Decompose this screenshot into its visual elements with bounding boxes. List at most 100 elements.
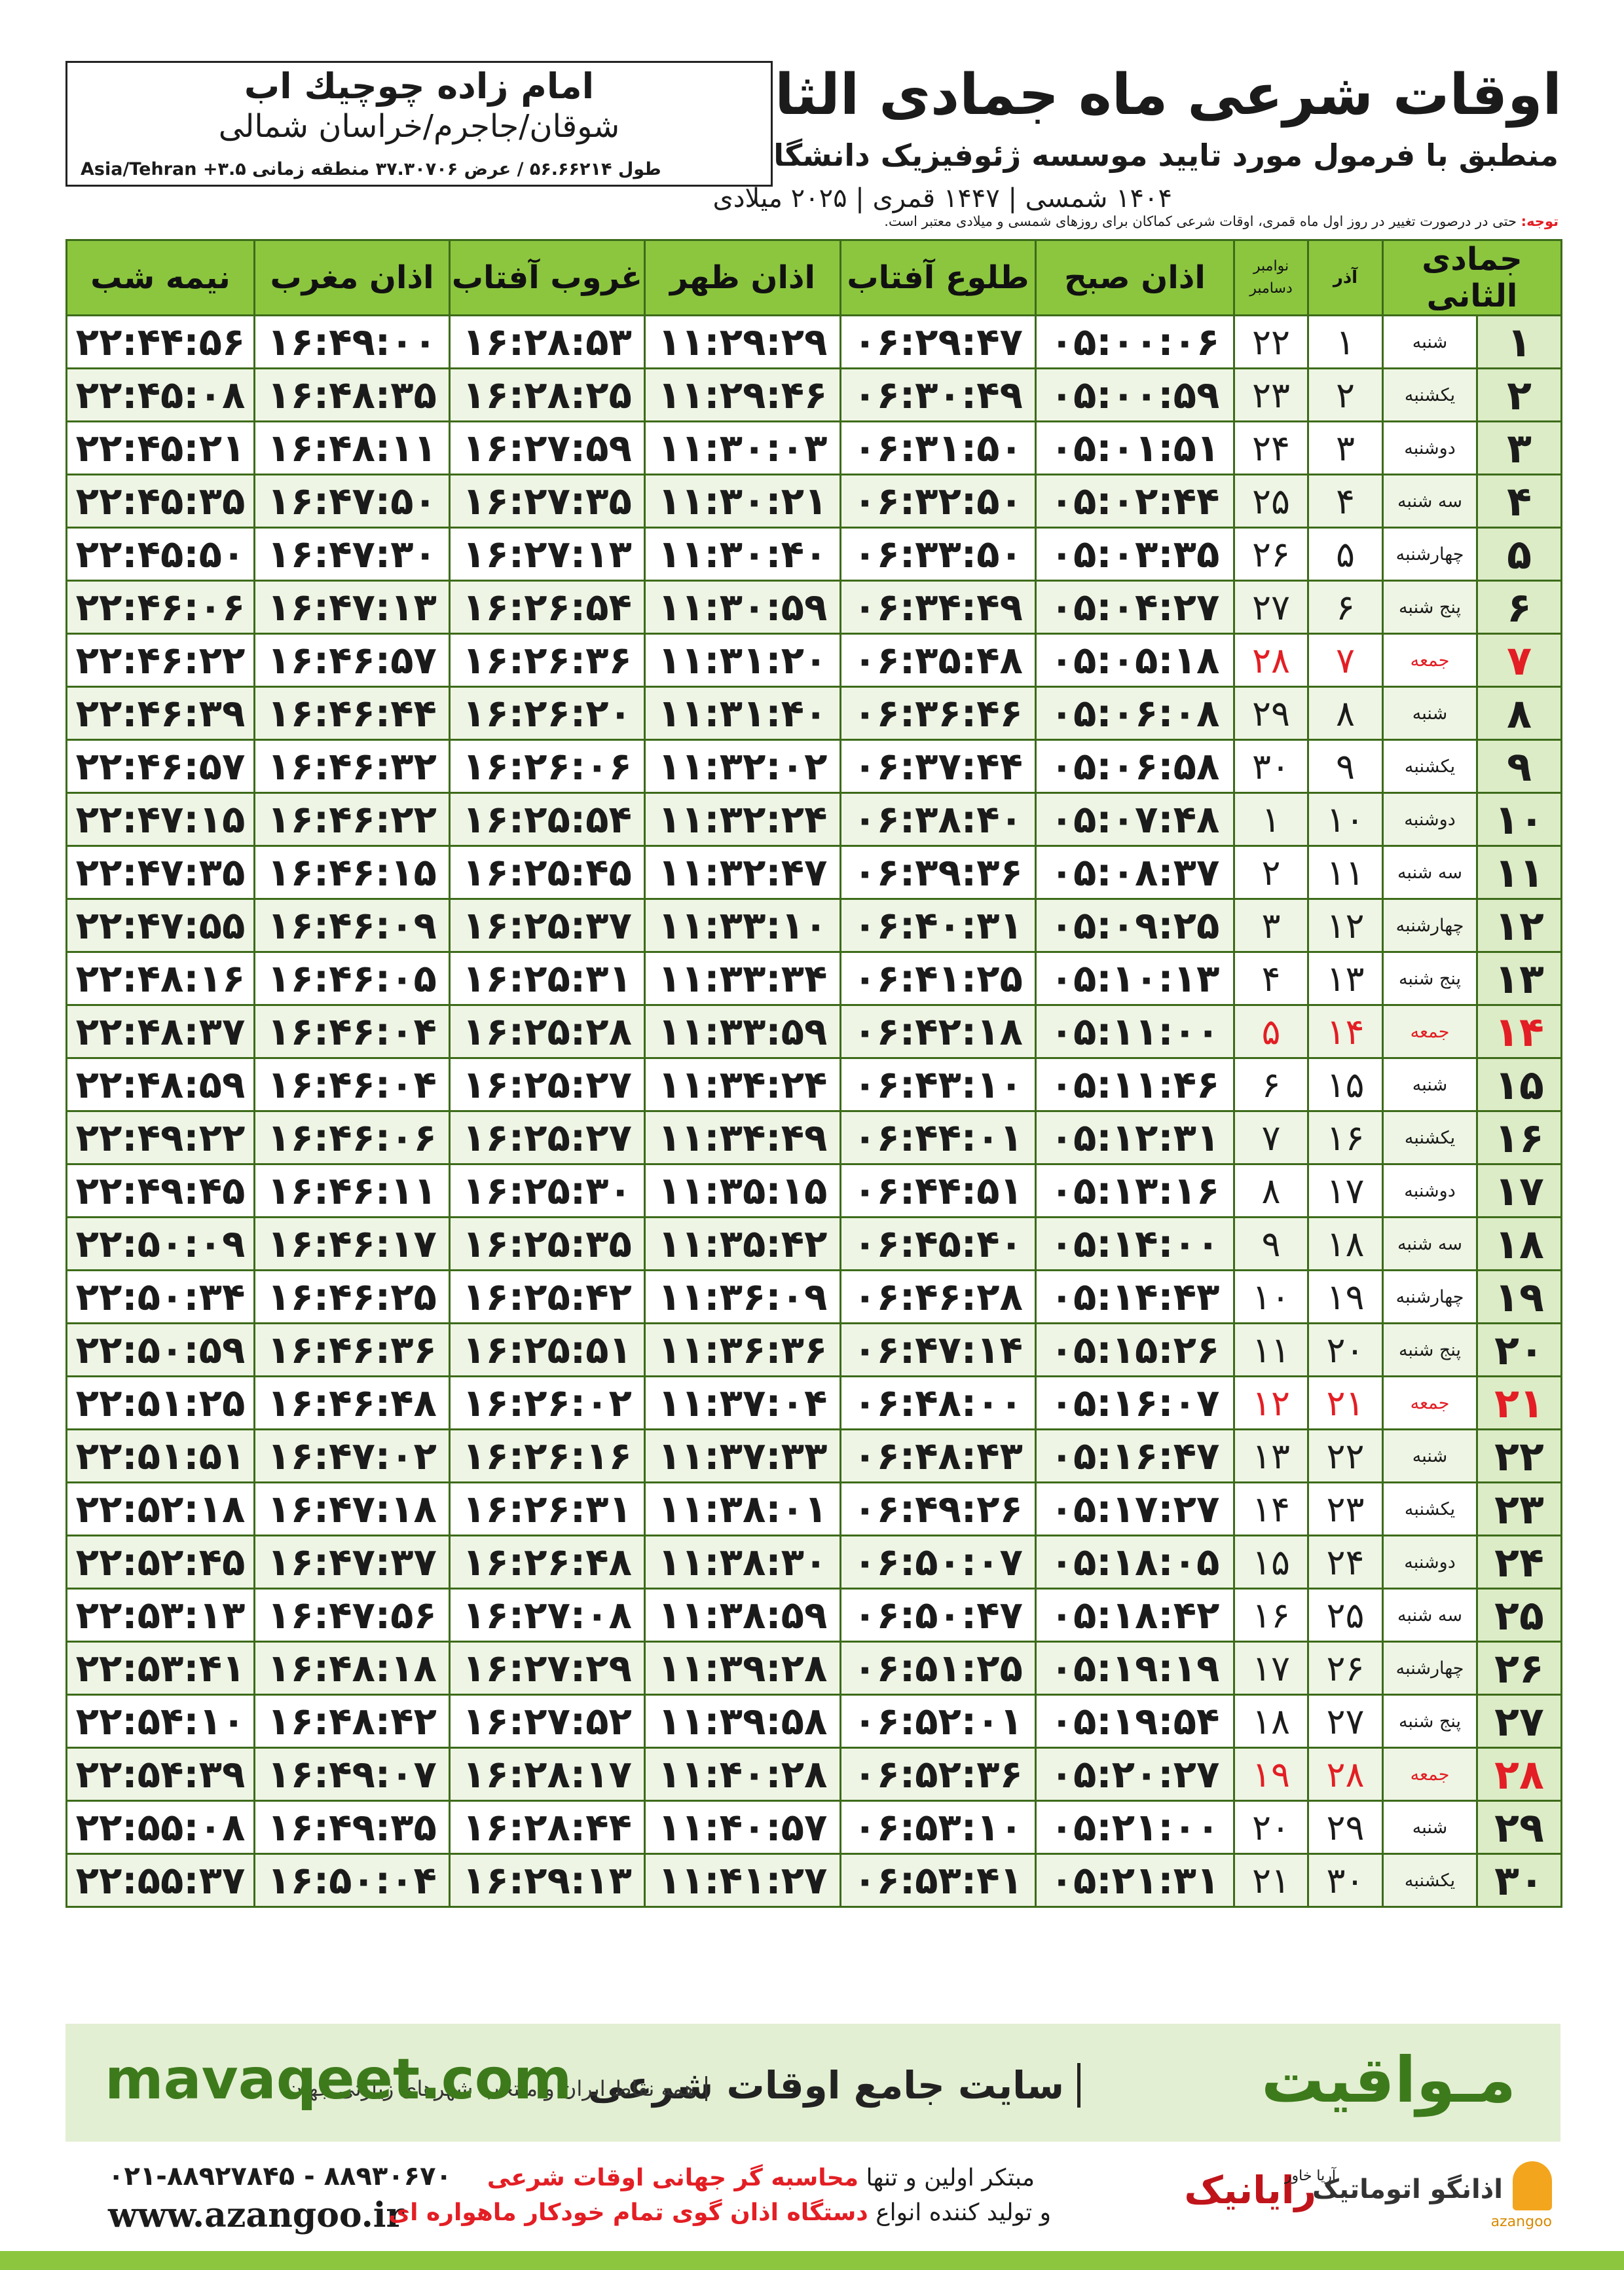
table-cell: ۲۷ bbox=[1307, 1694, 1384, 1749]
logo-icon bbox=[1513, 2161, 1552, 2210]
table-cell: ۱۶:۴۶:۳۶ bbox=[253, 1322, 451, 1377]
table-cell: ۰۶:۴۴:۵۱ bbox=[840, 1163, 1037, 1218]
table-cell: جمعه bbox=[1382, 1375, 1478, 1430]
table-cell: پنج شنبه bbox=[1382, 580, 1478, 635]
table-row: ۲۱ جمعه ۲۱ ۱۲ ۰۵:۱۶:۰۷ ۰۶:۴۸:۰۰ ۱۱:۳۷:۰۴ ۱۶:۲۶:… bbox=[65, 1375, 1562, 1430]
table-cell: ۰۶:۴۲:۱۸ bbox=[840, 1004, 1037, 1059]
table-cell: ۱۶:۲۵:۳۱ bbox=[449, 951, 646, 1006]
web-url[interactable]: www.azangoo.ir bbox=[108, 2195, 404, 2235]
column-header: طلوع آفتاب bbox=[840, 239, 1037, 316]
table-cell: ۲۰ bbox=[1233, 1800, 1309, 1855]
table-cell: ۲۲ bbox=[1476, 1428, 1562, 1483]
table-cell: ۹ bbox=[1233, 1216, 1309, 1271]
table-cell: ۳ bbox=[1233, 898, 1309, 953]
table-cell: ۲۱ bbox=[1233, 1853, 1309, 1908]
table-cell: ۱۶:۲۶:۰۶ bbox=[449, 739, 646, 794]
table-cell: ۰۵:۰۱:۵۱ bbox=[1035, 420, 1235, 475]
table-cell: یکشنبه bbox=[1382, 1110, 1478, 1165]
table-cell: ۱۶:۴۶:۰۹ bbox=[253, 898, 451, 953]
table-cell: ۱۱:۳۲:۰۲ bbox=[644, 739, 841, 794]
table-cell: ۱۱:۳۰:۲۱ bbox=[644, 474, 841, 529]
table-row: ۴ سه شنبه ۴ ۲۵ ۰۵:۰۲:۴۴ ۰۶:۳۲:۵۰ ۱۱:۳۰:۲۱ ۱۶:۲۷… bbox=[65, 474, 1562, 529]
subtitle: منطبق با فرمول مورد تایید موسسه ژئوفیزیک… bbox=[659, 138, 1559, 173]
table-cell: دوشنبه bbox=[1382, 1535, 1478, 1590]
column-header: اذان صبح bbox=[1035, 239, 1235, 316]
site-tagline: سایت جامع اوقات شرعی bbox=[588, 2063, 1080, 2108]
table-cell: ۱۸ bbox=[1476, 1216, 1562, 1271]
table-cell: ۰۵:۱۶:۴۷ bbox=[1035, 1428, 1235, 1483]
table-row: ۲۸ جمعه ۲۸ ۱۹ ۰۵:۲۰:۲۷ ۰۶:۵۲:۳۶ ۱۱:۴۰:۲۸ ۱۶:۲۸:… bbox=[65, 1747, 1562, 1802]
table-cell: ۱۶:۲۸:۵۳ bbox=[449, 314, 646, 369]
table-cell: ۰۶:۵۰:۴۷ bbox=[840, 1588, 1037, 1643]
table-cell: ۱۸ bbox=[1307, 1216, 1384, 1271]
table-cell: ۰۵:۱۴:۰۰ bbox=[1035, 1216, 1235, 1271]
timetable: جمادی الثانی آذر نوامبر دسامبر اذان صبح طلوع … bbox=[65, 239, 1562, 1908]
table-cell: ۱۶:۴۷:۵۰ bbox=[253, 474, 451, 529]
table-cell: ۱۸ bbox=[1233, 1694, 1309, 1749]
table-cell: دوشنبه bbox=[1382, 420, 1478, 475]
site-url[interactable]: mavaqeet.com bbox=[105, 2047, 572, 2112]
table-row: ۲۷ پنج شنبه ۲۷ ۱۸ ۰۵:۱۹:۵۴ ۰۶:۵۲:۰۱ ۱۱:۳۹:۵۸ ۱۶… bbox=[65, 1694, 1562, 1749]
table-cell: ۲۲:۴۵:۲۱ bbox=[65, 420, 255, 475]
table-cell: ۱۶:۲۷:۵۲ bbox=[449, 1694, 646, 1749]
table-cell: ۱۱:۳۷:۰۴ bbox=[644, 1375, 841, 1430]
column-header: غروب آفتاب bbox=[449, 239, 646, 316]
table-row: ۲ یکشنبه ۲ ۲۳ ۰۵:۰۰:۵۹ ۰۶:۳۰:۴۹ ۱۱:۲۹:۴۶ ۱۶:۲۸:… bbox=[65, 367, 1562, 422]
table-cell: ۱۶:۲۵:۴۲ bbox=[449, 1269, 646, 1324]
table-row: ۲۹ شنبه ۲۹ ۲۰ ۰۵:۲۱:۰۰ ۰۶:۵۳:۱۰ ۱۱:۴۰:۵۷ ۱۶:۲۸:… bbox=[65, 1800, 1562, 1855]
table-cell: ۱۴ bbox=[1476, 1004, 1562, 1059]
table-cell: ۲۲:۴۵:۰۸ bbox=[65, 367, 255, 422]
ad-highlight: دستگاه اذان گوی تمام خودکار ماهواره ای bbox=[388, 2199, 868, 2226]
table-cell: ۱۶:۴۶:۴۴ bbox=[253, 686, 451, 741]
table-cell: ۲۲:۴۴:۵۶ bbox=[65, 314, 255, 369]
table-cell: جمعه bbox=[1382, 633, 1478, 688]
table-cell: ۱۶:۲۵:۲۸ bbox=[449, 1004, 646, 1059]
table-cell: ۱۹ bbox=[1476, 1269, 1562, 1324]
table-cell: ۱۶:۲۵:۳۰ bbox=[449, 1163, 646, 1218]
table-cell: ۱۱ bbox=[1476, 845, 1562, 900]
table-cell: ۱۱:۳۸:۵۹ bbox=[644, 1588, 841, 1643]
table-cell: ۱۶:۴۶:۱۱ bbox=[253, 1163, 451, 1218]
table-cell: ۰۵:۱۵:۲۶ bbox=[1035, 1322, 1235, 1377]
table-cell: ۲۷ bbox=[1476, 1694, 1562, 1749]
table-cell: ۰۵:۱۱:۰۰ bbox=[1035, 1004, 1235, 1059]
table-cell: ۰۵:۰۷:۴۸ bbox=[1035, 792, 1235, 847]
table-cell: ۰۵:۰۶:۰۸ bbox=[1035, 686, 1235, 741]
table-cell: ۱۱:۳۷:۳۳ bbox=[644, 1428, 841, 1483]
table-cell: ۲۲:۴۷:۱۵ bbox=[65, 792, 255, 847]
column-header: اذان مغرب bbox=[253, 239, 451, 316]
table-cell: ۱۶:۴۶:۵۷ bbox=[253, 633, 451, 688]
table-cell: ۲ bbox=[1307, 367, 1384, 422]
table-row: ۱۰ دوشنبه ۱۰ ۱ ۰۵:۰۷:۴۸ ۰۶:۳۸:۴۰ ۱۱:۳۲:۲۴ ۱۶:۲۵… bbox=[65, 792, 1562, 847]
table-cell: ۰۵:۱۰:۱۳ bbox=[1035, 951, 1235, 1006]
table-cell: ۱۴ bbox=[1233, 1481, 1309, 1536]
table-cell: ۲۶ bbox=[1233, 527, 1309, 582]
table-cell: ۱۶:۲۶:۳۱ bbox=[449, 1481, 646, 1536]
table-cell: ۰۶:۴۳:۱۰ bbox=[840, 1057, 1037, 1112]
table-cell: ۱۱ bbox=[1307, 845, 1384, 900]
table-cell: ۱۱:۳۸:۰۱ bbox=[644, 1481, 841, 1536]
table-cell: ۰۶:۴۱:۲۵ bbox=[840, 951, 1037, 1006]
table-cell: ۲۲:۵۳:۱۳ bbox=[65, 1588, 255, 1643]
table-row: ۸ شنبه ۸ ۲۹ ۰۵:۰۶:۰۸ ۰۶:۳۶:۴۶ ۱۱:۳۱:۴۰ ۱۶:۲۶:۲۰… bbox=[65, 686, 1562, 741]
table-cell: ۱۶:۲۸:۱۷ bbox=[449, 1747, 646, 1802]
table-cell: ۱۶:۲۹:۱۳ bbox=[449, 1853, 646, 1908]
table-cell: ۰۶:۴۵:۴۰ bbox=[840, 1216, 1037, 1271]
table-cell: ۴ bbox=[1307, 474, 1384, 529]
table-cell: ۲۴ bbox=[1476, 1535, 1562, 1590]
table-cell: ۰۶:۴۶:۲۸ bbox=[840, 1269, 1037, 1324]
table-cell: ۲۸ bbox=[1233, 633, 1309, 688]
title: اوقات شرعی ماه جمادی الثانی bbox=[696, 62, 1562, 128]
table-cell: ۱۶ bbox=[1476, 1110, 1562, 1165]
table-cell: ۱۵ bbox=[1307, 1057, 1384, 1112]
table-cell: ۱۶:۴۶:۰۴ bbox=[253, 1004, 451, 1059]
table-cell: ۹ bbox=[1476, 739, 1562, 794]
table-cell: یکشنبه bbox=[1382, 1481, 1478, 1536]
table-cell: ۲۲:۵۲:۴۵ bbox=[65, 1535, 255, 1590]
table-cell: ۷ bbox=[1233, 1110, 1309, 1165]
table-cell: ۱۶:۲۸:۴۴ bbox=[449, 1800, 646, 1855]
table-cell: ۱۶:۴۹:۰۷ bbox=[253, 1747, 451, 1802]
column-header: آذر bbox=[1307, 239, 1384, 316]
table-cell: ۶ bbox=[1233, 1057, 1309, 1112]
column-header-line: دسامبر bbox=[1249, 280, 1293, 297]
